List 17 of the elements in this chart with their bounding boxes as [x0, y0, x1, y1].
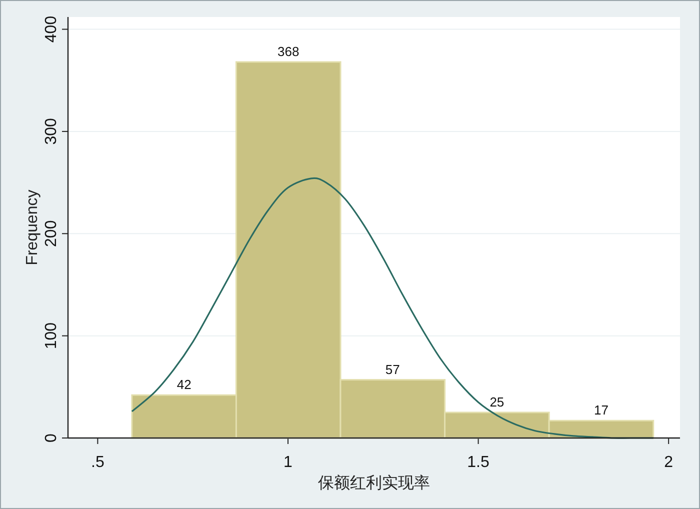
y-tick-label: 200 [43, 220, 60, 247]
y-axis-title: Frequency [24, 190, 41, 266]
x-axis-title: 保额红利实现率 [318, 474, 430, 492]
x-tick-label: 1.5 [467, 454, 490, 471]
y-tick-label: 0 [43, 433, 60, 442]
data-label: 17 [594, 402, 608, 418]
data-label: 57 [385, 362, 400, 377]
y-tick-label: 100 [43, 322, 60, 350]
y-tick-label: 400 [43, 16, 60, 43]
x-tick-label: .5 [91, 454, 104, 471]
x-tick-label: 2 [664, 454, 674, 471]
x-tick-label: 1 [284, 454, 293, 471]
line-series [131, 178, 654, 439]
y-tick-label: 300 [43, 118, 60, 145]
data-label: 368 [278, 44, 300, 59]
data-label: 25 [490, 394, 504, 410]
data-label: 42 [176, 377, 192, 392]
